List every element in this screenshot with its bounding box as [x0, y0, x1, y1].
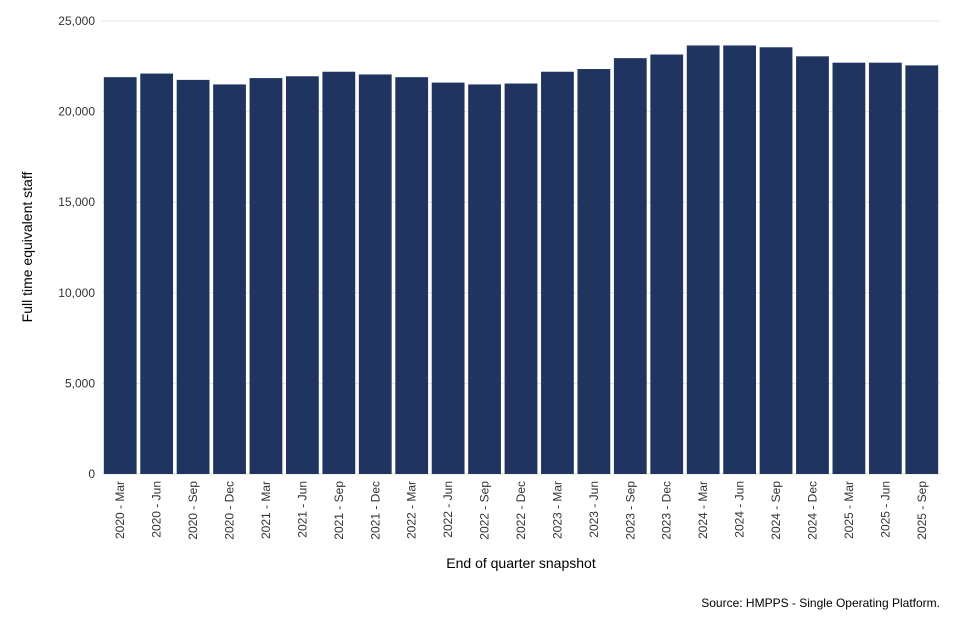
x-tick-label: 2024 - Mar [696, 481, 710, 539]
bar [832, 62, 866, 475]
bar [322, 71, 356, 475]
x-tick-label: 2025 - Jun [878, 481, 892, 538]
bar [796, 56, 829, 475]
bar [431, 82, 465, 474]
x-tick-label: 2021 - Dec [368, 481, 382, 540]
bar [468, 84, 501, 475]
y-axis-title: Full time equivalent staff [19, 172, 35, 323]
y-tick-label: 10,000 [58, 286, 95, 300]
x-tick-label: 2024 - Jun [733, 481, 747, 538]
bar [650, 54, 684, 474]
x-axis-tick-labels: 2020 - Mar 2020 - Jun 2020 - Sep 2020 - Dec… [113, 481, 929, 540]
x-tick-label: 2024 - Dec [805, 481, 819, 540]
x-tick-label: 2023 - Mar [550, 481, 564, 539]
y-tick-label: 20,000 [58, 105, 95, 119]
bar [176, 79, 210, 474]
x-tick-label: 2020 - Jun [150, 481, 164, 538]
x-tick-label: 2023 - Dec [660, 481, 674, 540]
x-tick-label: 2021 - Jun [295, 481, 309, 538]
x-tick-label: 2020 - Sep [186, 481, 200, 540]
bar [759, 47, 793, 475]
bar [395, 77, 429, 474]
x-axis-title: End of quarter snapshot [446, 555, 596, 571]
x-tick-label: 2023 - Jun [587, 481, 601, 538]
x-tick-label: 2022 - Dec [514, 481, 528, 540]
bar [868, 62, 902, 475]
x-tick-label: 2022 - Jun [441, 481, 455, 538]
y-tick-label: 0 [88, 467, 95, 481]
bar [577, 69, 611, 474]
y-tick-label: 15,000 [58, 195, 95, 209]
x-tick-label: 2025 - Mar [842, 481, 856, 539]
x-tick-label: 2021 - Mar [259, 481, 273, 539]
bar [103, 77, 137, 474]
bar [213, 84, 246, 475]
bars [103, 45, 939, 475]
x-tick-label: 2022 - Sep [478, 481, 492, 540]
bar [723, 45, 757, 474]
x-tick-label: 2022 - Mar [405, 481, 419, 539]
x-tick-label: 2024 - Sep [769, 481, 783, 540]
bar [140, 73, 174, 474]
y-axis-tick-labels: 0 5,000 10,000 15,000 20,000 25,000 [58, 14, 95, 481]
bar [358, 74, 392, 474]
bar [686, 45, 720, 474]
y-tick-label: 25,000 [58, 14, 95, 28]
x-tick-label: 2025 - Sep [915, 481, 929, 540]
x-tick-label: 2020 - Mar [113, 481, 127, 539]
bar [613, 58, 647, 475]
bar [541, 71, 574, 475]
source-note: Source: HMPPS - Single Operating Platfor… [701, 596, 940, 610]
bar [905, 65, 939, 475]
x-tick-label: 2020 - Dec [223, 481, 237, 540]
bar [285, 76, 319, 475]
bar [249, 78, 283, 474]
y-tick-label: 5,000 [65, 376, 95, 390]
bar [504, 83, 538, 474]
x-tick-label: 2023 - Sep [623, 481, 637, 540]
x-tick-label: 2021 - Sep [332, 481, 346, 540]
